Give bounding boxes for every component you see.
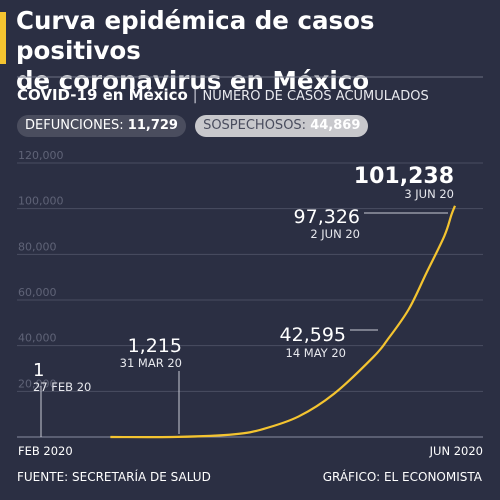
deaths-badge: DEFUNCIONES: 11,729 — [17, 115, 186, 137]
title-line-1: Curva epidémica de casos positivos — [16, 6, 375, 65]
annotation-date: 3 JUN 20 — [404, 187, 454, 201]
x-tick-label: FEB 2020 — [18, 444, 73, 458]
annotation-value: 1,215 — [128, 335, 182, 357]
suspected-value: 44,869 — [310, 118, 361, 133]
y-tick-label: 100,000 — [18, 195, 64, 208]
y-tick-label: 40,000 — [18, 332, 57, 345]
annotation-date: 27 FEB 20 — [33, 380, 91, 394]
annotation-value: 101,238 — [354, 164, 454, 189]
title-line-2: de coronavirus en México — [16, 66, 370, 95]
annotation-date: 14 MAY 20 — [286, 346, 347, 360]
y-tick-label: 20,000 — [18, 377, 57, 390]
deaths-value: 11,729 — [127, 118, 178, 133]
suspected-label: SOSPECHOSOS: — [203, 118, 307, 133]
y-tick-label: 120,000 — [18, 149, 64, 162]
y-tick-label: 60,000 — [18, 286, 57, 299]
credit-footer: GRÁFICO: EL ECONOMISTA — [322, 470, 482, 484]
y-tick-label: 80,000 — [18, 240, 57, 253]
grid-layer: 20,000 40,000 60,000 80,000 100,000 120,000 FE… — [17, 149, 483, 458]
x-tick-label: JUN 2020 — [429, 444, 483, 458]
badges: DEFUNCIONES: 11,729 SOSPECHOSOS: 44,869 — [17, 114, 372, 137]
annotation-date: 31 MAR 20 — [120, 356, 182, 370]
annotation-value: 1 — [33, 360, 44, 381]
annotation-date: 2 JUN 20 — [310, 227, 360, 241]
annotation-value: 42,595 — [280, 324, 346, 346]
subtitle-bold: COVID-19 en México — [17, 86, 188, 104]
accent-bar — [0, 12, 6, 64]
series-line — [110, 205, 457, 439]
annotation-value: 97,326 — [294, 206, 360, 228]
line-layer — [110, 205, 457, 439]
suspected-badge: SOSPECHOSOS: 44,869 — [195, 115, 369, 137]
deaths-label: DEFUNCIONES: — [25, 118, 124, 133]
subtitle-rest: NÚMERO DE CASOS ACUMULADOS — [202, 89, 429, 104]
subtitle-separator: | — [192, 88, 198, 104]
source-footer: FUENTE: SECRETARÍA DE SALUD — [17, 470, 211, 484]
page-title: Curva epidémica de casos positivos de co… — [16, 6, 496, 96]
subtitle-row: COVID-19 en México | NÚMERO DE CASOS ACUMU… — [17, 86, 429, 104]
